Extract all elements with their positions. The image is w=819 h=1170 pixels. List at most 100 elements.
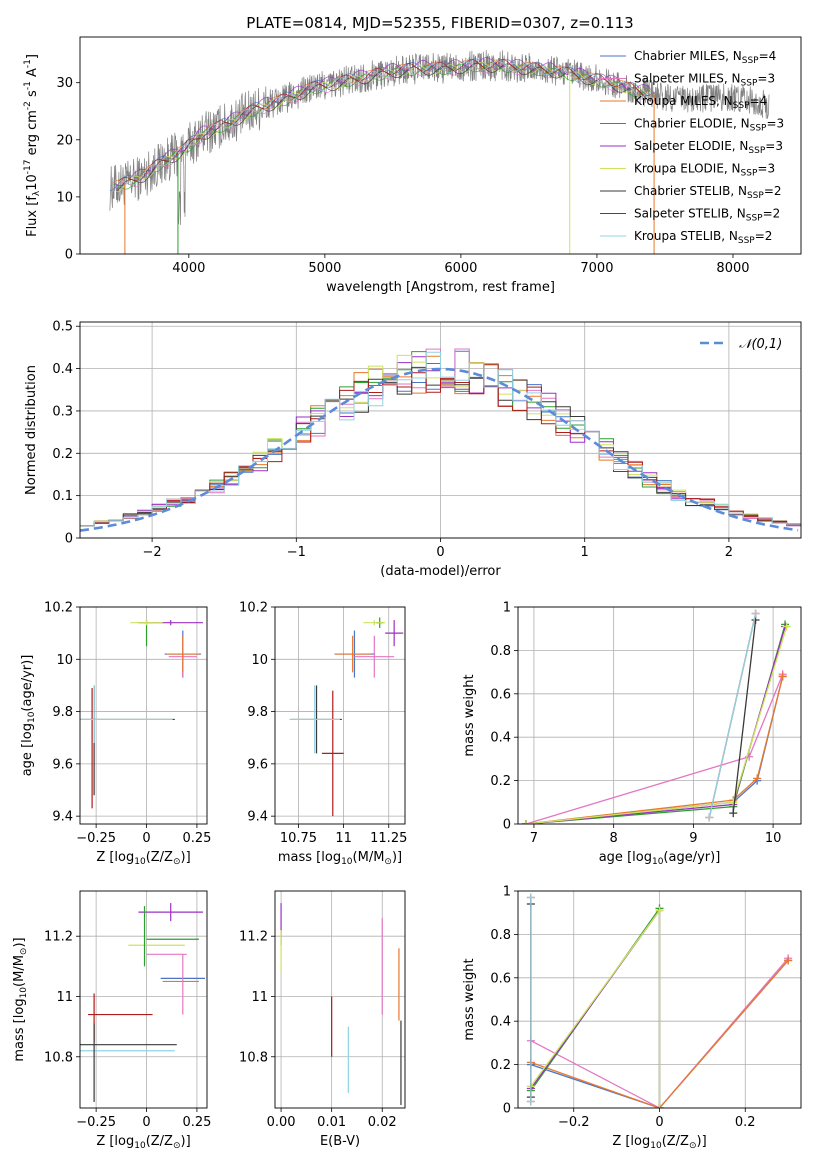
age-vs-metallicity-x-axis-label: Z [log10(Z/Z⊙)] xyxy=(96,850,190,867)
histogram-kroupa-stelib xyxy=(80,351,801,527)
spectrum-y-tick-label: 0 xyxy=(65,248,73,263)
weight-line-kroupa-elodie xyxy=(530,908,661,1108)
mass-weight-vs-age-x-tick-label: 9 xyxy=(689,831,697,846)
mass-weight-vs-age-panel: 7 8 9 10 0 0.2 0.4 0.6 0.8 1 age [log10(age/yr)] ma… xyxy=(462,601,802,867)
mass-vs-reddening-y-tick-label: 10.8 xyxy=(239,1050,268,1065)
legend-entry: Salpeter ELODIE, NSSP=3 xyxy=(634,139,783,156)
weight-line-chabrier-elodie xyxy=(530,906,661,1108)
mass-vs-reddening-x-tick-label: 0.02 xyxy=(368,1115,397,1130)
mass-weight-vs-metallicity-y-tick-label: 0.2 xyxy=(490,1058,511,1073)
spectrum-x-tick-label: 5000 xyxy=(308,261,341,276)
mass-weight-vs-age-x-tick-label: 7 xyxy=(530,831,538,846)
mass-vs-metallicity-y-axis-label: mass [log10(M/M⊙)] xyxy=(12,937,29,1061)
mass-weight-vs-age-y-tick-label: 0.4 xyxy=(490,731,511,746)
weight-line-chabrier-stelib xyxy=(732,619,757,814)
age-vs-mass-y-tick-label: 9.4 xyxy=(247,810,268,825)
residual-histogram-x-tick-label: 2 xyxy=(725,545,733,560)
weight-line-kroupa-stelib xyxy=(708,613,757,818)
weight-marker xyxy=(526,1097,535,1106)
legend-entry: Chabrier MILES, NSSP=4 xyxy=(634,49,776,66)
legend-entry: Salpeter MILES, NSSP=3 xyxy=(634,72,775,89)
weight-marker xyxy=(521,820,530,824)
mass-vs-metallicity-plot-area xyxy=(80,903,205,1102)
weight-marker xyxy=(778,672,787,681)
weight-marker xyxy=(705,813,714,822)
mass-weight-vs-metallicity-y-tick-label: 0.6 xyxy=(490,971,511,986)
weight-line-salpeter-miles xyxy=(530,957,789,1108)
mass-weight-vs-metallicity-y-tick-label: 0.8 xyxy=(490,928,511,943)
weight-line-kroupa-elodie xyxy=(525,626,788,824)
mass-weight-vs-age-y-tick-label: 0.2 xyxy=(490,774,511,789)
weight-marker xyxy=(729,809,738,818)
weight-line-kroupa-miles xyxy=(525,676,784,824)
spectrum-x-tick-label: 8000 xyxy=(716,261,749,276)
mass-vs-reddening-frame xyxy=(274,890,406,1109)
mass-weight-vs-metallicity-x-tick-label: −0.2 xyxy=(558,1115,590,1130)
age-vs-mass-y-tick-label: 9.6 xyxy=(247,757,268,772)
reference-legend-label: 𝒩(0,1) xyxy=(739,337,782,352)
spectrum-x-tick-label: 6000 xyxy=(444,261,477,276)
spectrum-y-tick-label: 20 xyxy=(56,133,73,148)
mass-weight-vs-age-y-tick-label: 1 xyxy=(503,601,511,616)
mass-weight-vs-age-y-axis-label: mass weight xyxy=(462,674,477,756)
residual-histogram-frame xyxy=(79,321,802,539)
mass-weight-vs-metallicity-y-tick-label: 0 xyxy=(503,1102,511,1117)
age-vs-mass-y-tick-label: 10.2 xyxy=(239,601,268,616)
age-vs-metallicity-y-tick-label: 10 xyxy=(56,653,73,668)
residual-histogram-y-tick-label: 0.5 xyxy=(52,320,73,335)
mass-weight-vs-metallicity-x-axis-label: Z [log10(Z/Z⊙)] xyxy=(612,1134,706,1151)
mass-vs-reddening-x-tick-label: 0.00 xyxy=(267,1115,296,1130)
residual-histogram-plot-area xyxy=(80,348,801,532)
age-vs-mass-x-tick-label: 11 xyxy=(335,831,352,846)
spectrum-x-tick-label: 4000 xyxy=(172,261,205,276)
mass-weight-vs-age-plot-area xyxy=(521,609,791,824)
mass-weight-vs-metallicity-plot-area xyxy=(526,893,793,1108)
residual-histogram-y-tick-label: 0 xyxy=(65,532,73,547)
spectrum-x-tick-label: 7000 xyxy=(580,261,613,276)
residual-histogram-y-tick-label: 0.3 xyxy=(52,404,73,419)
age-vs-metallicity-y-axis-label: age [log10(age/yr)] xyxy=(20,655,37,777)
spectrum-y-tick-label: 30 xyxy=(56,76,73,91)
mass-weight-vs-metallicity-y-axis-label: mass weight xyxy=(462,958,477,1040)
age-vs-metallicity-x-tick-label: 0 xyxy=(142,831,150,846)
mass-vs-metallicity-x-tick-label: −0.25 xyxy=(76,1115,116,1130)
legend-entry: Salpeter STELIB, NSSP=2 xyxy=(634,207,780,224)
figure-title: PLATE=0814, MJD=52355, FIBERID=0307, z=0… xyxy=(246,14,633,32)
age-vs-metallicity-y-tick-label: 9.8 xyxy=(52,705,73,720)
weight-marker xyxy=(655,1104,664,1108)
mass-vs-metallicity-x-tick-label: 0.25 xyxy=(182,1115,211,1130)
age-vs-mass-plot-area xyxy=(289,617,404,817)
residual-histogram-x-axis-label: (data-model)/error xyxy=(380,564,501,579)
age-vs-mass-x-tick-label: 11.25 xyxy=(370,831,407,846)
spectrum-y-tick-label: 10 xyxy=(56,190,73,205)
age-vs-metallicity-y-tick-label: 10.2 xyxy=(44,601,73,616)
age-vs-metallicity-plot-area xyxy=(80,620,203,809)
age-vs-metallicity-x-tick-label: −0.25 xyxy=(76,831,116,846)
weight-marker xyxy=(782,622,791,631)
residual-histogram-y-tick-label: 0.4 xyxy=(52,362,73,377)
age-vs-mass-y-tick-label: 10 xyxy=(251,653,268,668)
normal-reference-curve xyxy=(80,367,799,532)
mass-vs-metallicity-panel: −0.25 0 0.25 10.8 11 11.2 Z [log10(Z/Z⊙)] mass … xyxy=(12,890,211,1151)
weight-line-salpeter-miles xyxy=(525,674,784,824)
age-vs-mass-panel: 10.75 11 11.25 9.4 9.6 9.8 10 10.2 mass [log10(M… xyxy=(239,601,407,868)
mass-weight-vs-metallicity-x-tick-label: 0.2 xyxy=(735,1115,756,1130)
mass-weight-vs-age-y-tick-label: 0.8 xyxy=(490,644,511,659)
mass-weight-vs-age-x-tick-label: 10 xyxy=(765,831,782,846)
mass-vs-reddening-y-tick-label: 11.2 xyxy=(239,930,268,945)
legend-entry: Chabrier STELIB, NSSP=2 xyxy=(634,184,782,201)
weight-marker xyxy=(753,774,762,783)
residual-histogram-y-axis-label: Normed distribution xyxy=(24,365,39,495)
weight-line-salpeter-elodie xyxy=(530,908,661,1108)
mass-weight-vs-metallicity-x-tick-label: 0 xyxy=(655,1115,663,1130)
spectrum-legend: Chabrier MILES, NSSP=4 Salpeter MILES, NS… xyxy=(600,49,784,246)
weight-marker xyxy=(784,956,793,965)
mass-vs-reddening-plot-area xyxy=(280,903,402,1105)
age-vs-metallicity-frame xyxy=(79,606,208,825)
residual-histogram-x-tick-label: 0 xyxy=(436,545,444,560)
mass-vs-metallicity-y-tick-label: 11.2 xyxy=(44,930,73,945)
spectrum-y-axis-label: Flux [fλ10-17 erg cm-2 s-1 A-1] xyxy=(23,54,42,237)
spectrum-frame xyxy=(79,36,802,255)
